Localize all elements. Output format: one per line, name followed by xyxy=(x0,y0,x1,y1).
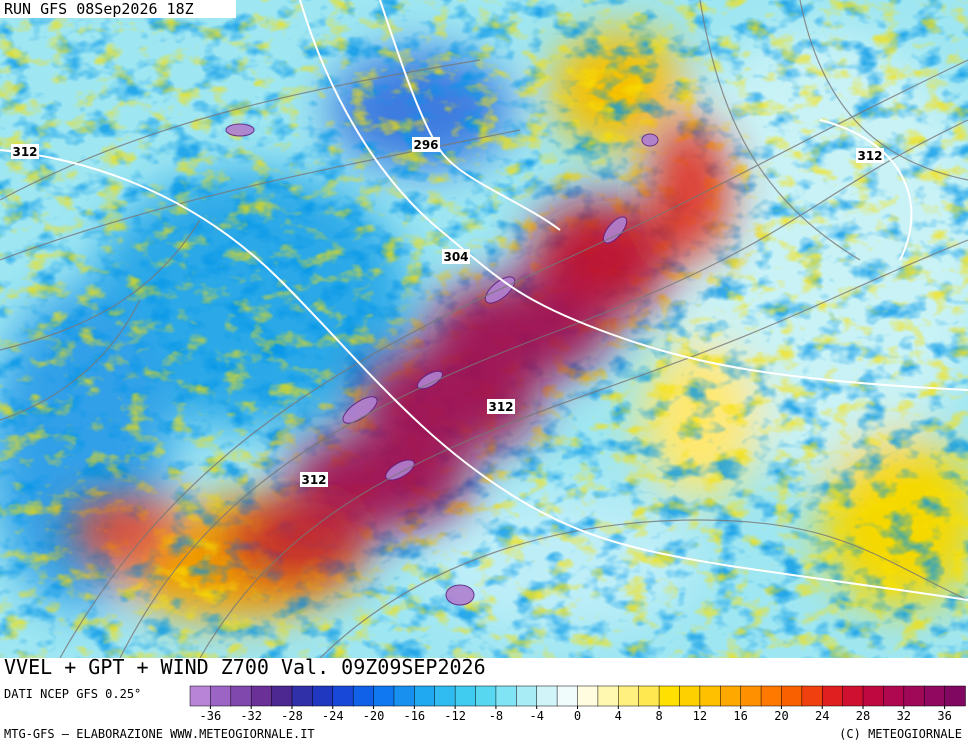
colorbar-swatch xyxy=(189,685,212,707)
colorbar-swatch xyxy=(760,685,783,707)
colorbar-swatch xyxy=(475,685,497,707)
ascent-band xyxy=(70,120,730,580)
contour-label-box xyxy=(856,148,884,163)
contour-label-box xyxy=(442,249,470,264)
colorbar-label: 12 xyxy=(693,709,707,723)
colorbar-swatch xyxy=(821,685,844,707)
colorbar-swatch xyxy=(658,685,681,707)
colorbar-swatch xyxy=(271,685,293,707)
contour-label-box xyxy=(487,399,515,414)
contour-label: 312 xyxy=(12,145,37,159)
colorbar-label: 32 xyxy=(897,709,911,723)
colorbar-swatch xyxy=(862,685,885,707)
header-box xyxy=(0,0,236,18)
footer-left: MTG-GFS — ELABORAZIONE WWW.METEOGIORNALE… xyxy=(4,727,315,741)
colorbar-label: -16 xyxy=(403,709,425,723)
colorbar-swatch xyxy=(291,685,314,707)
colorbar-swatch xyxy=(495,685,518,707)
colorbar-swatch xyxy=(740,685,762,707)
colorbar-label: 24 xyxy=(815,709,829,723)
colorbar-swatch xyxy=(352,685,375,707)
colorbar-swatch xyxy=(536,685,558,707)
colorbar-swatch xyxy=(556,685,579,707)
colorbar-label: 28 xyxy=(856,709,870,723)
colorbar-label: -12 xyxy=(444,709,466,723)
map-title: VVEL + GPT + WIND Z700 Val. 09Z09SEP2026 xyxy=(4,658,486,679)
contour-label: 312 xyxy=(488,400,513,414)
colorbar-swatch xyxy=(923,685,946,707)
contour-label: 304 xyxy=(443,250,468,264)
colorbar-label: 0 xyxy=(574,709,581,723)
colorbar-swatch xyxy=(454,685,477,707)
colorbar-swatch xyxy=(883,685,905,707)
colorbar-swatch xyxy=(597,685,620,707)
colorbar-swatch xyxy=(842,685,864,707)
colorbar-label: -28 xyxy=(281,709,303,723)
streamlines xyxy=(0,0,968,658)
colorbar-label: -32 xyxy=(240,709,262,723)
colorbar-label: 36 xyxy=(937,709,951,723)
colorbar-label: -8 xyxy=(489,709,503,723)
colorbar-label: -36 xyxy=(200,709,222,723)
colorbar-label: 16 xyxy=(733,709,747,723)
colorbar-swatch xyxy=(618,685,640,707)
colorbar-swatch xyxy=(434,685,456,707)
colorbar-swatch xyxy=(720,685,742,707)
colorbar-swatch xyxy=(210,685,232,707)
contour-label-box xyxy=(11,144,39,159)
colorbar-swatch xyxy=(250,685,273,707)
legend-panel: VVEL + GPT + WIND Z700 Val. 09Z09SEP2026… xyxy=(4,658,966,741)
colorbar-label: -20 xyxy=(363,709,385,723)
footer-right: (C) METEOGIORNALE xyxy=(839,727,962,741)
colorbar-label: 20 xyxy=(774,709,788,723)
colorbar-swatch xyxy=(414,685,436,707)
contour-label-box xyxy=(412,137,440,152)
weather-map: RUN GFS 08Sep2026 18Z 312 296 304 312 312 312 xyxy=(0,0,968,658)
colorbar-swatch xyxy=(801,685,823,707)
colorbar-swatch xyxy=(699,685,722,707)
contour-label: 312 xyxy=(301,473,326,487)
colorbar-swatch xyxy=(393,685,416,707)
colorbar-swatch xyxy=(944,685,966,707)
colorbar-swatch xyxy=(638,685,660,707)
purple-cells xyxy=(225,123,659,606)
contour-label-box xyxy=(300,472,328,487)
colorbar-swatch xyxy=(312,685,334,707)
colorbar-swatch xyxy=(903,685,925,707)
run-label: RUN GFS 08Sep2026 18Z xyxy=(4,0,194,18)
colorbar-swatch xyxy=(373,685,395,707)
contour-label: 296 xyxy=(413,138,438,152)
colorbar-swatch xyxy=(332,685,354,707)
colorbar-swatch xyxy=(577,685,599,707)
colorbar-swatch xyxy=(679,685,701,707)
colorbar-swatch xyxy=(516,685,538,707)
source-label: DATI NCEP GFS 0.25° xyxy=(4,687,141,701)
colorbar-swatch xyxy=(781,685,803,707)
colorbar-label: -4 xyxy=(529,709,543,723)
colorbar-label: 4 xyxy=(615,709,622,723)
colorbar-label: -24 xyxy=(322,709,344,723)
contour-label: 312 xyxy=(857,149,882,163)
colorbar-swatch xyxy=(230,685,252,707)
colorbar-label: 8 xyxy=(655,709,662,723)
